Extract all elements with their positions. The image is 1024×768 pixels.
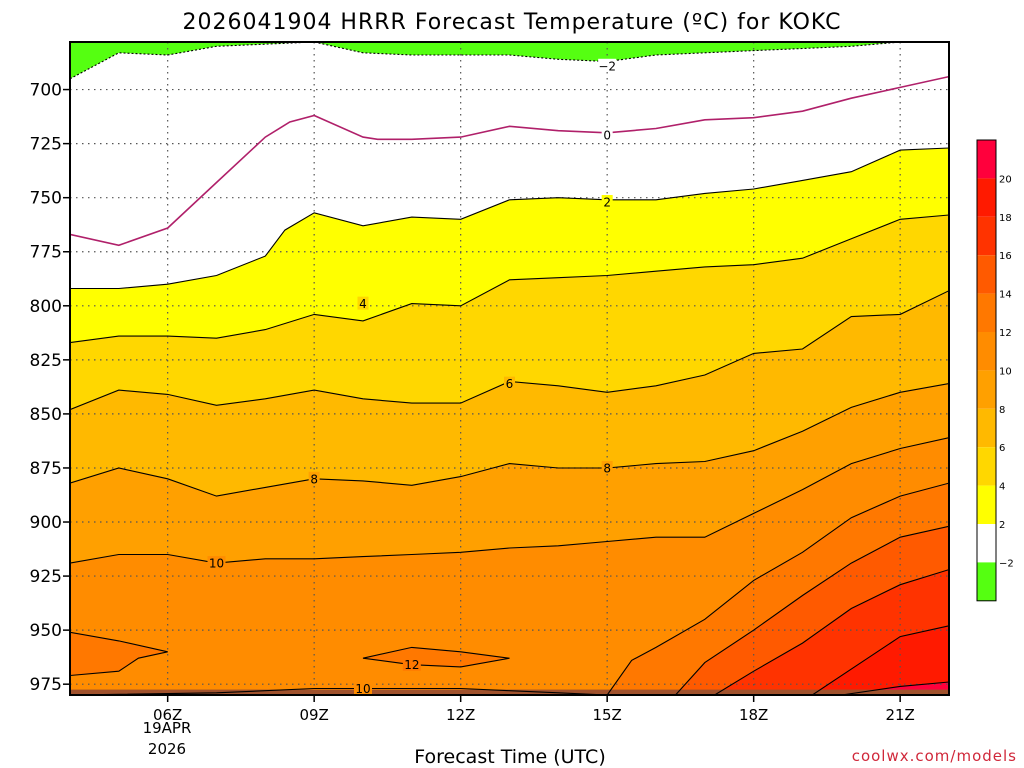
x-axis: 06Z 09Z 12Z 15Z 18Z 21Z xyxy=(153,695,915,724)
plot-frame xyxy=(69,41,950,696)
colorbar-label-2: 16 xyxy=(999,251,1012,262)
contour-label-bg-7 xyxy=(207,556,226,570)
contour-label-bg-0 xyxy=(598,58,617,72)
colorbar-swatch-4 xyxy=(977,447,996,486)
fill-pocket-12-left xyxy=(70,632,168,676)
colorbar-swatch-2 xyxy=(977,485,996,524)
colorbar-swatch--2 xyxy=(977,524,996,563)
y-tick-label-800: 800 xyxy=(30,297,62,317)
contour-line-4-3 xyxy=(70,214,949,344)
x-tick-label-09Z: 09Z xyxy=(299,706,328,724)
colorbar-swatch-12 xyxy=(977,293,996,332)
colorbar-swatch-14 xyxy=(977,255,996,294)
y-tick-label-925: 925 xyxy=(30,567,62,587)
contour-label-1: 0 xyxy=(603,128,611,142)
fill-pocket-12-mid xyxy=(363,647,510,667)
colorbar-label-7: 6 xyxy=(999,443,1005,454)
colorbar-label-4: 12 xyxy=(999,328,1012,339)
colorbar-swatch--4 xyxy=(977,562,996,601)
contour-line-10-12 xyxy=(70,687,608,695)
contour-label-bg-9 xyxy=(354,681,372,695)
contour-line-0-1 xyxy=(70,75,949,247)
y-tick-label-700: 700 xyxy=(30,81,62,101)
date-label-year: 2026 xyxy=(148,740,186,758)
contour-label-7: 10 xyxy=(209,557,224,571)
contour-label-bg-2 xyxy=(601,195,613,209)
credit-text[interactable]: coolwx.com/models xyxy=(852,747,1017,765)
y-tick-label-850: 850 xyxy=(30,405,62,425)
contour-line-8-5 xyxy=(70,383,949,497)
x-tick-label-15Z: 15Z xyxy=(592,706,621,724)
colorbar-label-8: 4 xyxy=(999,482,1005,493)
contour-line-18-10 xyxy=(811,625,949,695)
y-tick-label-725: 725 xyxy=(30,135,62,155)
contour-label-bg-1 xyxy=(601,127,613,141)
contour-label-6: 8 xyxy=(603,461,611,475)
chart-title: 2026041904 HRRR Forecast Temperature (ºC… xyxy=(182,10,841,35)
contour-label-bg-8 xyxy=(402,657,421,671)
contour-label-4: 6 xyxy=(506,377,514,391)
colorbar-label-9: 2 xyxy=(999,520,1005,531)
contour-label-bg-6 xyxy=(601,460,613,474)
contour-line-20-11 xyxy=(841,681,949,695)
x-tick-label-06Z: 06Z xyxy=(153,706,182,724)
ground-fill xyxy=(70,689,949,695)
y-tick-label-775: 775 xyxy=(30,243,62,263)
plot-clip-group: −2 0 2 4 6 8 8 10 12 10 xyxy=(70,42,949,696)
contour-label-0: −2 xyxy=(598,59,616,73)
colorbar-swatch-8 xyxy=(977,370,996,409)
fill-band-minus-2 xyxy=(70,42,901,79)
plot-area: −2 0 2 4 6 8 8 10 12 10 xyxy=(69,41,950,696)
colorbar-label-10: −2 xyxy=(999,558,1014,569)
contour-label-8: 12 xyxy=(404,658,419,672)
y-tick-label-875: 875 xyxy=(30,459,62,479)
contour-label-bg-5 xyxy=(308,471,320,485)
x-tick-label-21Z: 21Z xyxy=(885,706,914,724)
x-tick-label-12Z: 12Z xyxy=(446,706,475,724)
contour-line--2-0 xyxy=(70,42,901,80)
contour-line-2-2 xyxy=(70,147,949,290)
colorbar-swatch-6 xyxy=(977,408,996,448)
contour-line-16-9 xyxy=(714,569,949,695)
contour-label-9: 10 xyxy=(355,682,370,696)
contour-line-12-14 xyxy=(70,631,168,677)
colorbar: 20 18 16 14 12 10 8 6 4 2 −2 xyxy=(976,139,1014,602)
colorbar-swatch-20 xyxy=(977,140,996,179)
colorbar-label-0: 20 xyxy=(999,174,1012,185)
y-tick-label-900: 900 xyxy=(30,513,62,533)
contour-label-bg-4 xyxy=(504,376,515,390)
colorbar-swatch-16 xyxy=(977,216,996,256)
colorbar-label-5: 10 xyxy=(999,366,1012,377)
colorbar-swatch-18 xyxy=(977,178,996,217)
colorbar-swatch-10 xyxy=(977,332,996,371)
contour-label-2: 2 xyxy=(603,196,611,210)
colorbar-label-3: 14 xyxy=(999,290,1012,301)
contour-label-bg-3 xyxy=(357,296,369,310)
x-axis-title: Forecast Time (UTC) xyxy=(414,746,605,768)
x-tick-label-18Z: 18Z xyxy=(739,706,768,724)
colorbar-label-1: 18 xyxy=(999,213,1012,224)
colorbar-label-6: 8 xyxy=(999,405,1005,416)
y-axis: 700 725 750 775 800 825 850 875 900 925 950 975 xyxy=(30,81,70,695)
contour-line-12-7 xyxy=(606,482,949,695)
colorbar-frame xyxy=(976,139,997,602)
contour-label-5: 8 xyxy=(310,472,318,486)
contour-line-14-8 xyxy=(675,525,949,695)
fill-band-18 xyxy=(812,625,949,695)
date-label-day: 19APR xyxy=(143,719,192,737)
y-tick-label-975: 975 xyxy=(30,675,62,695)
contour-label-3: 4 xyxy=(359,297,367,311)
y-tick-label-825: 825 xyxy=(30,351,62,371)
y-tick-label-750: 750 xyxy=(30,189,62,209)
y-tick-label-950: 950 xyxy=(30,621,62,641)
